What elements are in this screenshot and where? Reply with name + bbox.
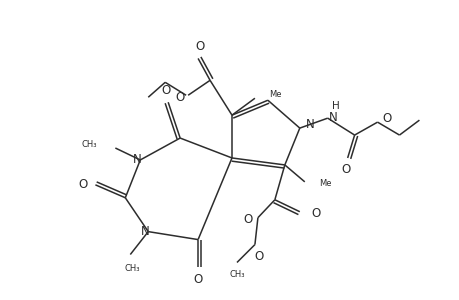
Text: N: N [328, 111, 337, 124]
Text: CH₃: CH₃ [229, 270, 244, 279]
Text: Me: Me [269, 90, 281, 99]
Text: O: O [382, 112, 391, 124]
Text: N: N [305, 118, 314, 130]
Text: O: O [340, 164, 349, 176]
Text: O: O [174, 91, 184, 104]
Text: O: O [78, 178, 88, 191]
Text: O: O [195, 40, 204, 53]
Text: N: N [132, 154, 141, 166]
Text: O: O [243, 213, 252, 226]
Text: N: N [140, 225, 149, 238]
Text: CH₃: CH₃ [124, 264, 140, 273]
Text: Me: Me [318, 179, 330, 188]
Text: O: O [193, 273, 202, 286]
Text: O: O [161, 84, 170, 97]
Text: H: H [331, 101, 339, 111]
Text: O: O [254, 250, 263, 263]
Text: CH₃: CH₃ [82, 140, 97, 148]
Text: O: O [311, 207, 320, 220]
